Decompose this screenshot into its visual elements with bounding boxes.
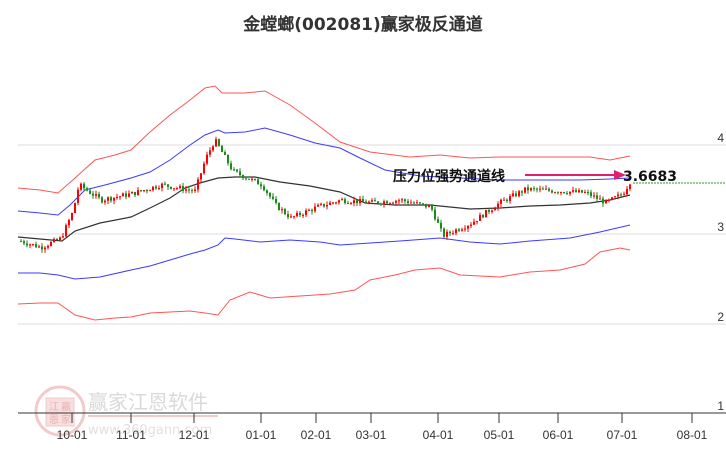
x-tick-label: 02-01: [301, 428, 332, 442]
x-axis: 10-01 11-01 12-01 01-01 02-01 03-01 04-0…: [18, 412, 726, 442]
watermark: 江 赢 恩 家 赢家江恩软件 www.360gann.com: [34, 385, 218, 438]
inner-upper-band: [17, 127, 631, 216]
chart-title: 金螳螂(002081)赢家极反通道: [243, 15, 483, 35]
x-tick-label: 05-01: [484, 428, 515, 442]
y-tick-1: 1: [717, 399, 724, 413]
x-tick-label: 12-01: [179, 428, 210, 442]
candlesticks: [20, 136, 631, 253]
seal-char-1: 江: [49, 401, 59, 413]
x-tick-label: 06-01: [543, 428, 574, 442]
x-tick-label: 03-01: [356, 428, 387, 442]
watermark-url: www.360gann.com: [88, 423, 212, 438]
y-tick-2: 2: [717, 310, 724, 324]
outer-upper-band: [17, 85, 631, 194]
x-tick-label: 10-01: [57, 428, 88, 442]
y-axis: 4 3 2 1: [717, 131, 724, 413]
resistance-annotation: 压力位强势通道线 3.6683: [393, 168, 726, 185]
x-tick-label: 01-01: [246, 428, 277, 442]
arrow-head-icon: [614, 170, 626, 180]
annotation-label: 压力位强势通道线: [393, 168, 505, 185]
middle-line: [17, 176, 631, 242]
x-tick-label: 11-01: [116, 428, 146, 442]
inner-lower-band: [18, 224, 631, 280]
gridlines: [18, 144, 726, 325]
y-tick-4: 4: [717, 131, 724, 145]
annotation-value: 3.6683: [623, 169, 677, 185]
seal-char-4: 家: [61, 413, 71, 426]
seal-char-2: 赢: [61, 400, 71, 413]
y-tick-3: 3: [717, 220, 724, 234]
outer-lower-band: [17, 247, 631, 321]
x-tick-label: 08-01: [677, 428, 708, 442]
x-tick-label: 07-01: [607, 428, 638, 442]
watermark-brand: 赢家江恩软件: [88, 390, 208, 414]
seal-char-3: 恩: [49, 414, 59, 426]
x-tick-label: 04-01: [423, 428, 454, 442]
